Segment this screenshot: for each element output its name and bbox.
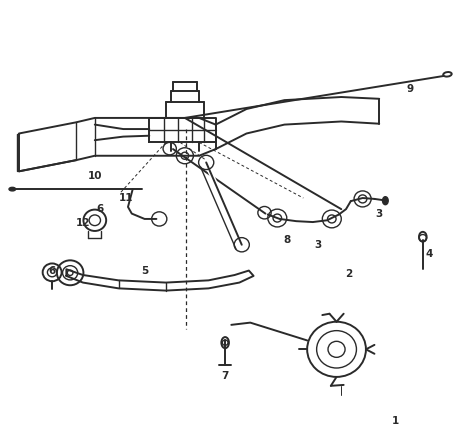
Text: 1: 1 [392,416,400,425]
Text: 11: 11 [118,193,133,203]
Text: 12: 12 [76,218,90,227]
Text: 4: 4 [425,249,433,259]
Text: 2: 2 [345,269,352,279]
Ellipse shape [443,72,452,77]
Text: 3: 3 [375,209,383,218]
Text: 6: 6 [96,204,103,214]
Text: 3: 3 [314,240,321,250]
Ellipse shape [9,187,16,191]
Text: 5: 5 [141,267,148,276]
Text: 9: 9 [406,84,414,94]
Ellipse shape [383,197,388,205]
Text: 10: 10 [88,171,102,181]
Text: 8: 8 [283,235,291,245]
Ellipse shape [419,232,427,242]
Text: 6: 6 [48,267,56,276]
Text: 7: 7 [221,371,229,381]
Ellipse shape [221,337,229,348]
